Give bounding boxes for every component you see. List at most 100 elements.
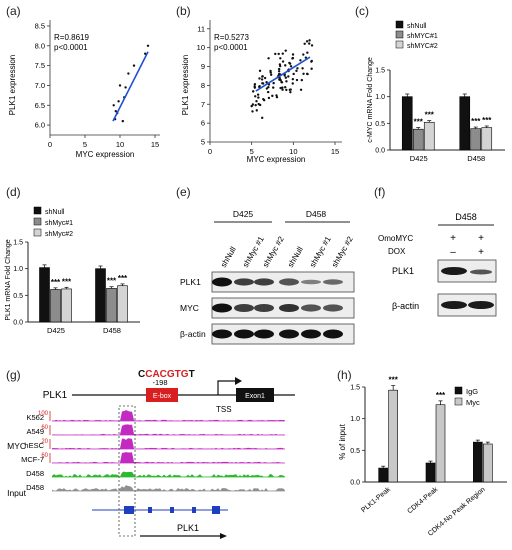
panel-h-bar-0-1 xyxy=(388,389,398,483)
panel-d-ylabel: PLK1 mRNA Fold Change xyxy=(5,239,12,320)
panel-e-label: (e) xyxy=(176,185,191,199)
panel-b-point-93 xyxy=(257,102,260,106)
panel-g-exon xyxy=(236,388,274,402)
panel-e-band-bactin-2 xyxy=(254,329,274,339)
panel-g-track-name-4: D458 xyxy=(26,469,44,478)
panel-b-point-26 xyxy=(251,90,255,93)
panel-g-track-signal-5 xyxy=(52,485,285,491)
arrow-right-icon xyxy=(220,533,227,539)
panel-b-point-21 xyxy=(263,76,267,80)
panel-d-xlabel-1: D458 xyxy=(103,326,121,335)
panel-b-point-31 xyxy=(254,103,257,107)
panel-a-point-0 xyxy=(112,104,115,107)
panel-b-point-76 xyxy=(253,86,257,89)
panel-b-point-84 xyxy=(260,78,264,81)
panel-b-point-109 xyxy=(272,86,275,89)
panel-b-point-64 xyxy=(300,78,304,82)
panel-g-tss-arrow xyxy=(217,380,238,395)
panel-h-barchart: % of input 0.0 0.5 1.0 1.5 *** PLK1-Peak *** CD… xyxy=(338,376,507,538)
panel-b-point-36 xyxy=(295,69,298,73)
panel-d-ytick-label-3: 1.5 xyxy=(13,240,23,247)
panel-b-point-90 xyxy=(254,95,257,98)
panel-e-band-myc-5 xyxy=(323,304,343,312)
panel-c-bar-1-1 xyxy=(470,128,482,151)
panel-b-point-97 xyxy=(288,62,292,65)
panel-b-ytick-label-3: 8 xyxy=(201,81,205,90)
panel-b-point-9 xyxy=(284,76,288,79)
panel-b-ytick-label-5: 10 xyxy=(197,43,205,52)
panel-e-band-bactin-5 xyxy=(323,329,343,339)
panel-d-legend: shNull shMyc#1 shMyc#2 xyxy=(33,206,73,238)
panel-g-track-signal-0 xyxy=(52,410,285,421)
panel-a-ytick-label-5: 8.5 xyxy=(35,21,45,30)
panel-c-bar-0-2 xyxy=(423,121,435,151)
panel-g-track-name-0: K562 xyxy=(26,413,44,422)
panel-a-scatter: PLK1 expression 6.0 6.5 7.0 7.5 8.0 8.5 0 5 10 1… xyxy=(8,20,160,159)
panel-d-bar-1-1 xyxy=(106,288,117,323)
panel-a-ytick-label-1: 6.5 xyxy=(35,101,45,110)
panel-b-point-98 xyxy=(257,96,260,99)
panel-b-fit-line xyxy=(255,56,311,92)
panel-b-point-61 xyxy=(284,86,287,89)
panel-c-legend-1: shMYC#1 xyxy=(407,33,438,40)
panel-b-point-95 xyxy=(306,51,309,54)
panel-b-point-102 xyxy=(295,78,299,82)
panel-b-point-91 xyxy=(283,74,286,77)
panel-c-bar-0-0 xyxy=(401,96,413,151)
panel-b-point-100 xyxy=(256,93,260,96)
panel-b-point-41 xyxy=(291,53,295,56)
panel-g-genome-browser: PLK1 CCACGTGT -198 E-box TSS Exon1 MYC I… xyxy=(7,369,295,539)
panel-b-point-46 xyxy=(291,57,294,60)
panel-f-omo-1: + xyxy=(450,233,456,244)
panel-a-stat-p: p<0.0001 xyxy=(54,43,88,52)
panel-d-bar-0-2 xyxy=(61,288,72,323)
panel-e-row-myc: MYC xyxy=(180,303,199,313)
panel-a-ylabel: PLK1 expression xyxy=(8,55,17,115)
panel-f-row-bactin: β-actin xyxy=(392,301,419,311)
panel-c-bar-1-0 xyxy=(459,96,471,151)
panel-f-label: (f) xyxy=(374,185,386,199)
panel-d-sig-1-2: *** xyxy=(118,274,128,283)
panel-b-xtick-label-0: 0 xyxy=(208,147,212,156)
panel-b-point-85 xyxy=(303,42,306,45)
panel-a-ytick-label-3: 7.5 xyxy=(35,61,45,70)
panel-g-track-name-2: hESC xyxy=(24,441,44,450)
panel-h-ytick-label-2: 1.0 xyxy=(350,416,360,423)
panel-c-ytick-label-1: 0.5 xyxy=(375,121,385,128)
panel-d-bar-1-2 xyxy=(117,285,128,323)
panel-d-sig-1-1: *** xyxy=(107,277,117,286)
panel-d-sig-0-1: *** xyxy=(51,278,61,287)
panel-g-gene-label: PLK1 xyxy=(177,523,199,533)
panel-e-band-myc-0 xyxy=(212,303,232,313)
panel-g-peak-highlight xyxy=(118,405,136,537)
panel-b-point-48 xyxy=(253,83,257,86)
panel-a-ytick-label-0: 6.0 xyxy=(35,121,45,130)
panel-b-point-79 xyxy=(265,87,269,90)
panel-f-treatment-0: OmoMYC xyxy=(378,234,413,243)
panel-f-omo-2: + xyxy=(478,233,484,244)
panel-b-point-77 xyxy=(301,67,304,70)
panel-b-point-56 xyxy=(280,81,284,84)
panel-b-point-20 xyxy=(285,88,288,92)
panel-g-group-myc: MYC xyxy=(7,441,26,451)
panel-b-point-65 xyxy=(258,69,262,73)
panel-b-point-49 xyxy=(291,77,295,81)
panel-b-point-103 xyxy=(278,78,281,81)
panel-g-position: -198 xyxy=(152,378,167,387)
panel-f-band-plk1-1 xyxy=(441,267,467,275)
panel-e-band-bactin-1 xyxy=(234,329,254,339)
panel-b-point-63 xyxy=(305,40,309,43)
panel-a-point-9 xyxy=(144,52,147,55)
panel-c-bar-0-1 xyxy=(412,128,424,151)
panel-d-bar-0-1 xyxy=(50,289,61,323)
panel-a-ytick-label-2: 7.0 xyxy=(35,81,45,90)
panel-b-point-108 xyxy=(261,75,264,78)
panel-h-bar-1-0 xyxy=(425,462,436,483)
panel-f-band-plk1-2 xyxy=(470,269,492,275)
panel-b-point-28 xyxy=(261,116,264,120)
panel-b-point-3 xyxy=(291,82,294,85)
panel-b-xtick-label-1: 5 xyxy=(250,147,254,156)
panel-a-point-11 xyxy=(114,110,118,113)
panel-a-point-8 xyxy=(132,64,136,67)
